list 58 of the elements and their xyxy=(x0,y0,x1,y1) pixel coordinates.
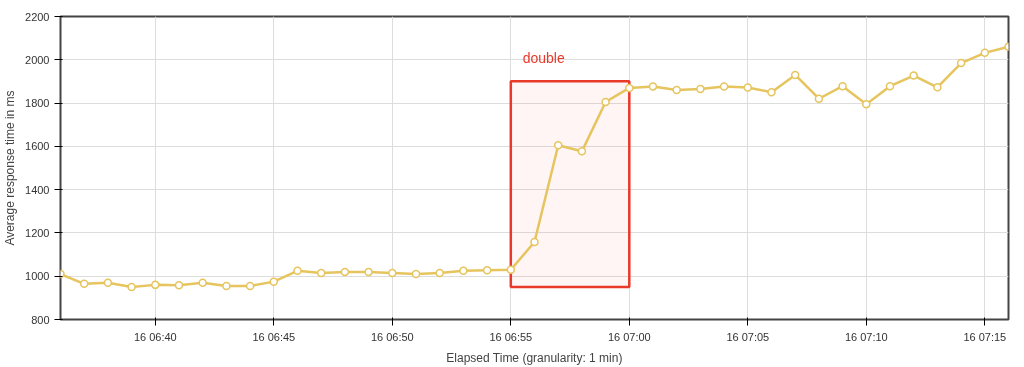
point xyxy=(696,84,705,94)
y-tick-label: 1800 xyxy=(25,97,50,110)
y-tick-label: 2200 xyxy=(25,10,50,23)
point xyxy=(127,282,136,292)
point xyxy=(269,277,279,286)
point xyxy=(103,278,113,287)
point xyxy=(174,281,184,290)
point xyxy=(743,83,753,92)
point xyxy=(862,99,871,109)
point xyxy=(672,85,681,95)
x-tick-label: 16 06:55 xyxy=(489,330,533,343)
point xyxy=(601,97,610,107)
point xyxy=(814,94,824,103)
band-label: double xyxy=(522,50,565,67)
point xyxy=(577,147,587,156)
point xyxy=(553,141,563,150)
point xyxy=(293,266,302,276)
y-tick-label: 1000 xyxy=(25,270,50,283)
point xyxy=(530,237,539,247)
point xyxy=(838,81,847,91)
y-tick-label: 1400 xyxy=(25,183,50,196)
point xyxy=(885,81,895,91)
point xyxy=(245,281,255,291)
x-tick-label: 16 07:15 xyxy=(963,330,1007,343)
x-tick-label: 16 06:45 xyxy=(252,330,296,343)
x-tick-label: 16 06:40 xyxy=(133,330,177,343)
point xyxy=(435,268,444,278)
point xyxy=(956,58,966,68)
point xyxy=(625,83,634,93)
x-tick-label: 16 07:05 xyxy=(726,330,770,343)
point xyxy=(909,71,918,80)
x-tick-label: 16 07:00 xyxy=(607,330,651,343)
point xyxy=(790,70,800,80)
y-tick-label: 1200 xyxy=(25,226,50,239)
point xyxy=(767,88,776,97)
point xyxy=(79,279,89,289)
y-tick-label: 2000 xyxy=(25,53,50,66)
point xyxy=(719,82,729,91)
point xyxy=(933,83,942,92)
y-tick-label: 800 xyxy=(31,313,50,326)
point xyxy=(459,266,468,276)
x-axis-title: Elapsed Time (granularity: 1 min) xyxy=(446,350,623,365)
y-axis-title: Average response time in ms xyxy=(3,90,18,246)
point xyxy=(388,268,397,278)
x-tick-label: 16 07:10 xyxy=(844,330,888,343)
point xyxy=(316,268,326,278)
point xyxy=(364,267,373,277)
point xyxy=(482,265,492,275)
point xyxy=(222,281,231,291)
point xyxy=(648,82,658,91)
y-tick-label: 1600 xyxy=(25,140,50,153)
point xyxy=(980,48,990,58)
point xyxy=(198,278,207,287)
point xyxy=(506,265,516,274)
x-tick-label: 16 06:50 xyxy=(370,330,414,343)
point xyxy=(151,280,160,290)
point xyxy=(411,269,421,279)
point xyxy=(340,267,350,277)
